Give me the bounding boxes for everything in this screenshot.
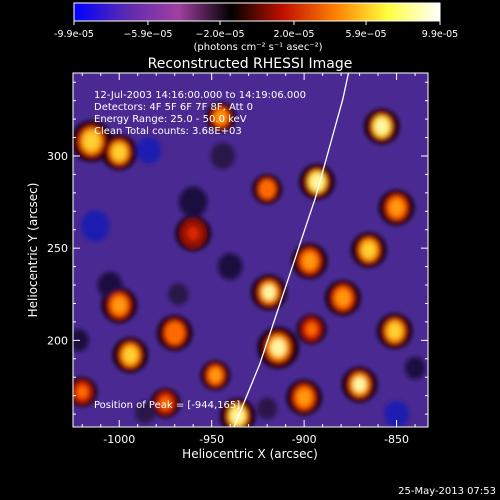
heatmap-blob-core <box>303 253 316 269</box>
heatmap-blob-core <box>113 298 126 313</box>
y-tick-label: 300 <box>47 150 68 163</box>
colorbar-tick-label: 2.0e−05 <box>273 29 314 40</box>
heatmap-blob-core <box>124 347 137 363</box>
annotation-line: Detectors: 4F 5F 6F 7F 8F, Att 0 <box>94 102 253 113</box>
colorbar-ticks: -9.9e-05 −5.9e−05 −2.0e−05 2.0e−05 5.9e−05 9.… <box>54 21 458 40</box>
heatmap-blob-core <box>310 174 324 189</box>
heatmap-blob-negative <box>256 397 278 420</box>
heatmap-blob-core <box>298 390 311 405</box>
x-tick-label: -850 <box>384 433 409 446</box>
heatmap-image <box>73 102 426 427</box>
heatmap-blob-core <box>187 226 200 241</box>
heatmap-blob-negative <box>73 329 89 352</box>
heatmap-blob-negative <box>210 142 235 170</box>
y-axis-label: Heliocentric Y (arcsec) <box>26 183 40 318</box>
plot-area: -1000 -950 -900 -850 200 250 300 <box>47 72 429 446</box>
heatmap-blob-negative <box>217 253 243 280</box>
heatmap-blob-core <box>84 132 99 150</box>
heatmap-blob-negative <box>178 186 208 218</box>
annotation-block: 12-Jul-2003 14:16:00.000 to 14:19:06.000… <box>94 90 306 137</box>
colorbar-tick-label: −5.9e−05 <box>123 29 172 40</box>
colorbar <box>73 2 441 22</box>
x-tick-label: -950 <box>199 433 224 446</box>
annotation-line: Clean Total counts: 3.68E+03 <box>94 126 242 137</box>
heatmap-blob-core <box>271 339 286 357</box>
x-axis-label: Heliocentric X (arcsec) <box>182 447 318 461</box>
y-tick-label: 200 <box>47 334 68 347</box>
annotation-line: 12-Jul-2003 14:16:00.000 to 14:19:06.000 <box>94 90 306 101</box>
heatmap-blob-core <box>262 183 273 196</box>
heatmap-blob-core <box>375 119 388 134</box>
chart-title: Reconstructed RHESSI Image <box>148 56 353 72</box>
colorbar-tick-label: 9.9e-05 <box>422 29 458 40</box>
peak-position-label: Position of Peak = [-944,165] <box>94 400 240 411</box>
colorbar-tick-label: −2.0e−05 <box>196 29 245 40</box>
heatmap-blob-negative <box>136 137 162 164</box>
heatmap-blob-core <box>388 323 401 339</box>
plot-frame <box>72 72 429 428</box>
heatmap-blob-core <box>362 242 375 258</box>
heatmap-blob-negative <box>80 210 110 242</box>
annotation-line: Energy Range: 25.0 - 50.0 keV <box>94 114 247 125</box>
footer-timestamp: 25-May-2013 07:53 <box>398 486 496 497</box>
heatmap-blob-core <box>262 285 276 300</box>
colorbar-tick-label: 5.9e−05 <box>346 29 387 40</box>
heatmap-blob-negative <box>134 401 156 424</box>
heatmap-blob-core <box>210 369 221 382</box>
heatmap-blob-core <box>336 290 350 306</box>
heatmap-blob-negative <box>404 356 426 380</box>
heatmap-blob-core <box>168 325 181 341</box>
x-tick-label: -900 <box>292 433 317 446</box>
heatmap-blob-core <box>160 397 171 410</box>
heatmap-blob-negative <box>168 283 189 306</box>
heatmap-blob-core <box>77 385 88 398</box>
heatmap-blob-core <box>113 145 126 160</box>
heatmap-blob-core <box>215 111 227 124</box>
axis-ticks: -1000 -950 -900 -850 200 250 300 <box>47 73 428 446</box>
colorbar-tick-label: -9.9e-05 <box>54 29 94 40</box>
solar-limb-curve <box>233 73 350 427</box>
y-tick-label: 250 <box>47 242 68 255</box>
heatmap-blob-core <box>306 323 317 336</box>
heatmap-blob-core <box>353 377 366 392</box>
x-tick-label: -1000 <box>103 433 135 446</box>
heatmap-blob-negative <box>384 400 409 427</box>
heatmap-blob-core <box>390 200 403 215</box>
colorbar-units-label: (photons cm⁻² s⁻¹ asec⁻²) <box>193 42 322 53</box>
